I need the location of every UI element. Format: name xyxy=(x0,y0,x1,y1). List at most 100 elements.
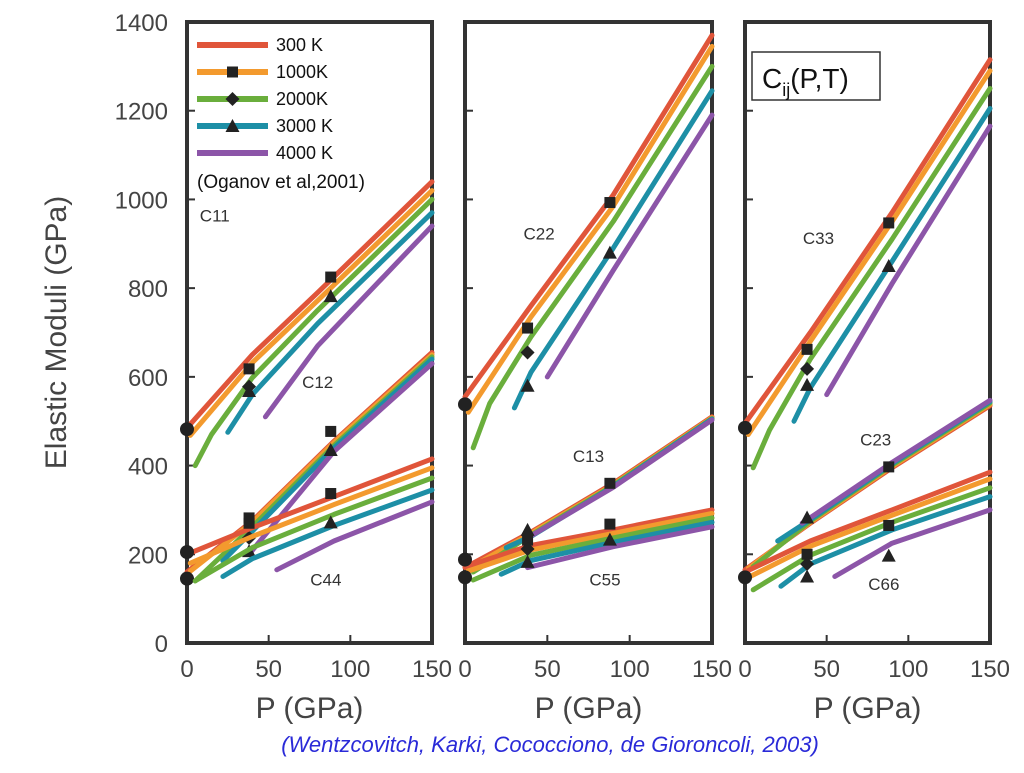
series-line xyxy=(498,519,715,577)
legend-triangle-marker xyxy=(225,119,240,132)
modulus-label: C11 xyxy=(200,207,230,226)
triangle-marker xyxy=(881,258,896,272)
legend-label: 3000 K xyxy=(276,116,333,136)
x-tick-label: 50 xyxy=(534,656,561,683)
x-axis-title: P (GPa) xyxy=(814,692,922,725)
series-line xyxy=(462,32,715,400)
y-tick-label: 800 xyxy=(128,276,168,303)
series-line xyxy=(832,507,993,579)
series-line xyxy=(187,465,435,566)
square-marker xyxy=(325,271,337,283)
modulus-c22: C22 xyxy=(458,32,715,451)
modulus-c33: C33 xyxy=(738,57,993,471)
x-tick-label: 100 xyxy=(610,656,650,683)
experimental-point xyxy=(180,422,194,437)
series-line xyxy=(465,511,715,574)
modulus-c23: C23 xyxy=(742,397,993,573)
series-line xyxy=(220,356,435,564)
modulus-c44: C44 xyxy=(180,456,435,589)
experimental-point xyxy=(738,420,752,435)
triangle-marker xyxy=(800,569,815,583)
square-marker xyxy=(522,534,534,546)
diamond-marker xyxy=(800,557,815,572)
square-marker xyxy=(883,519,895,531)
triangle-marker xyxy=(520,522,535,536)
series-line xyxy=(462,507,715,570)
legend-label: 2000K xyxy=(276,89,328,109)
x-axis-title: P (GPa) xyxy=(256,692,364,725)
experimental-point xyxy=(458,552,472,567)
series-line xyxy=(778,494,993,589)
x-tick-label: 100 xyxy=(888,656,928,683)
panel-frame xyxy=(185,20,434,645)
y-tick-label: 400 xyxy=(128,454,168,481)
legend-label: 300 K xyxy=(276,35,323,55)
x-tick-label: 100 xyxy=(330,656,370,683)
series-line xyxy=(225,210,435,435)
panel-note-box xyxy=(751,51,881,101)
square-marker xyxy=(801,343,813,355)
y-axis-title: Elastic Moduli (GPa) xyxy=(40,196,73,469)
modulus-label: C13 xyxy=(573,447,604,466)
modulus-label: C23 xyxy=(860,431,891,450)
series-line xyxy=(470,515,715,583)
modulus-label: C12 xyxy=(302,373,333,392)
series-line xyxy=(742,57,993,426)
square-marker xyxy=(325,488,337,500)
triangle-marker xyxy=(520,378,535,392)
x-tick-label: 0 xyxy=(458,656,471,683)
experimental-point xyxy=(738,570,752,585)
experimental-point xyxy=(180,571,194,586)
series-line xyxy=(824,123,993,398)
series-line xyxy=(192,475,435,584)
triangle-marker xyxy=(881,548,896,562)
square-marker xyxy=(325,425,337,437)
diamond-marker xyxy=(800,361,815,376)
modulus-label: C66 xyxy=(868,575,899,594)
modulus-c11: C11 xyxy=(180,179,435,469)
y-tick-label: 200 xyxy=(128,542,168,569)
x-tick-label: 150 xyxy=(692,656,732,683)
series-line xyxy=(742,469,993,575)
modulus-label: C55 xyxy=(589,570,620,589)
y-tick-label: 600 xyxy=(128,365,168,392)
series-line xyxy=(465,43,715,415)
modulus-label: C33 xyxy=(803,229,834,248)
panel-note: Cij(P,T) xyxy=(762,63,849,100)
square-marker xyxy=(243,363,255,375)
legend-square-marker xyxy=(227,66,238,78)
diamond-marker xyxy=(520,541,535,556)
series-line xyxy=(184,179,435,431)
panel-2: 0 50 100 150 P (GPa) C22 C13 C55 xyxy=(458,20,732,725)
square-marker xyxy=(522,322,534,334)
series-line xyxy=(791,106,993,424)
triangle-marker xyxy=(520,554,535,568)
square-marker xyxy=(883,461,895,473)
modulus-c55: C55 xyxy=(458,507,715,589)
series-line xyxy=(544,112,715,380)
square-marker xyxy=(604,197,616,209)
x-tick-label: 150 xyxy=(970,656,1010,683)
series-line xyxy=(745,476,993,580)
triangle-marker xyxy=(800,377,815,391)
series-line xyxy=(274,499,435,573)
square-marker xyxy=(243,517,255,529)
panel-frame xyxy=(743,20,992,645)
experimental-point xyxy=(180,545,194,560)
panel-3: 0 50 100 150 P (GPa) C33 C23 C66 xyxy=(738,20,1010,725)
triangle-marker xyxy=(242,384,257,398)
y-tick-label: 0 xyxy=(155,631,168,658)
x-tick-label: 50 xyxy=(813,656,840,683)
series-line xyxy=(525,524,715,571)
series-line xyxy=(187,188,435,438)
series-line xyxy=(192,196,435,469)
experimental-point xyxy=(458,397,472,412)
citation: (Wentzcovitch, Karki, Cococciono, de Gio… xyxy=(281,732,819,757)
legend-label: 1000K xyxy=(276,62,328,82)
triangle-marker xyxy=(800,510,815,524)
y-tick-label: 1000 xyxy=(115,187,168,214)
square-marker xyxy=(801,548,813,560)
panel-frame xyxy=(463,20,714,645)
